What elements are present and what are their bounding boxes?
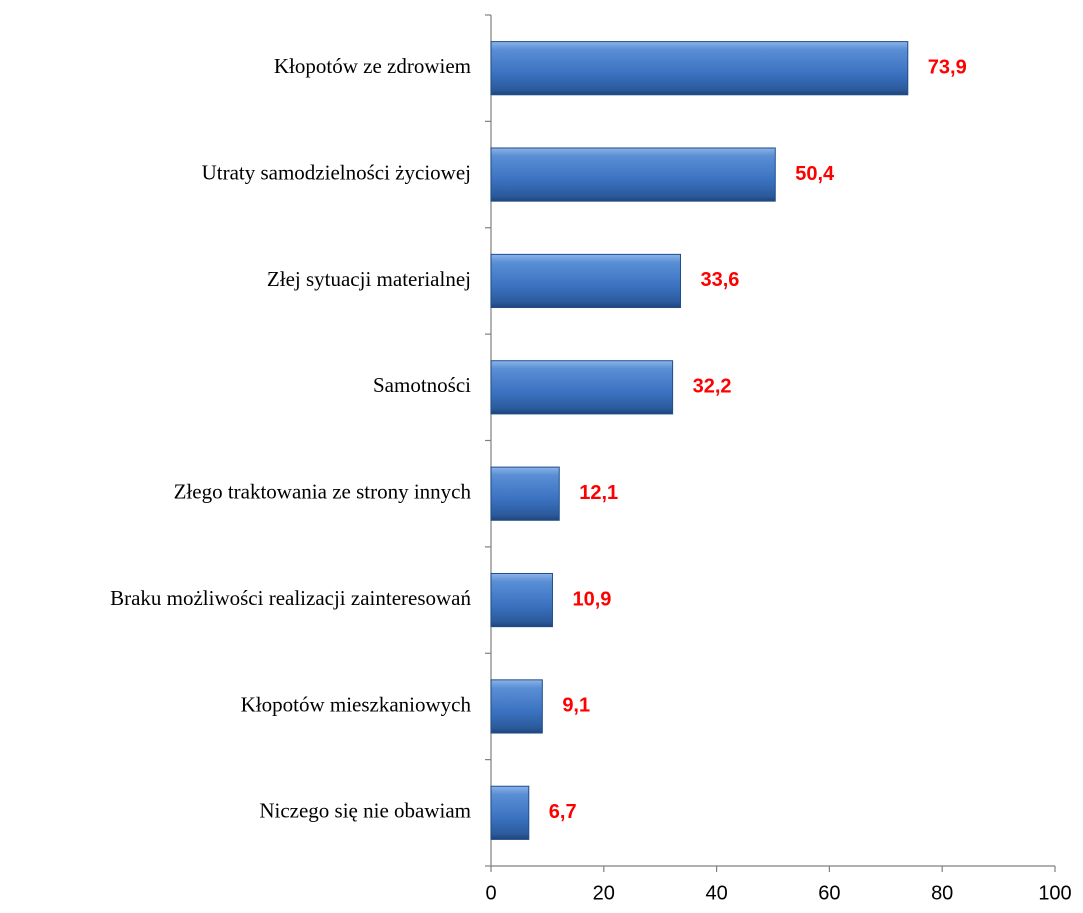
bar — [490, 41, 909, 96]
value-label: 10,9 — [572, 588, 611, 610]
bar — [490, 572, 553, 628]
category-label: Niczego się nie obawiam — [259, 799, 471, 823]
value-label: 73,9 — [928, 56, 967, 78]
bar — [490, 253, 682, 309]
x-tick-label: 0 — [485, 882, 496, 904]
category-label: Braku możliwości realizacji zainteresowa… — [110, 586, 471, 610]
value-label: 32,2 — [693, 376, 732, 398]
value-label: 6,7 — [549, 801, 577, 823]
category-label: Samotności — [373, 373, 471, 397]
x-tick-label: 100 — [1038, 882, 1071, 904]
bar — [490, 785, 530, 840]
x-tick-label: 60 — [818, 882, 840, 904]
bar — [490, 360, 674, 415]
category-label: Złego traktowania ze strony innych — [174, 480, 472, 504]
x-tick-label: 80 — [931, 882, 953, 904]
category-label: Kłopotów ze zdrowiem — [274, 54, 471, 78]
bar — [490, 679, 543, 734]
category-label: Kłopotów mieszkaniowych — [241, 692, 472, 716]
x-tick-label: 20 — [593, 882, 615, 904]
value-label: 50,4 — [795, 163, 835, 185]
value-label: 33,6 — [701, 269, 740, 291]
bar — [490, 466, 560, 521]
x-tick-label: 40 — [705, 882, 727, 904]
category-label: Złej sytuacji materialnej — [267, 267, 471, 291]
value-label: 12,1 — [579, 482, 618, 504]
category-label: Utraty samodzielności życiowej — [202, 160, 471, 184]
bar — [490, 147, 776, 202]
value-label: 9,1 — [562, 695, 590, 717]
